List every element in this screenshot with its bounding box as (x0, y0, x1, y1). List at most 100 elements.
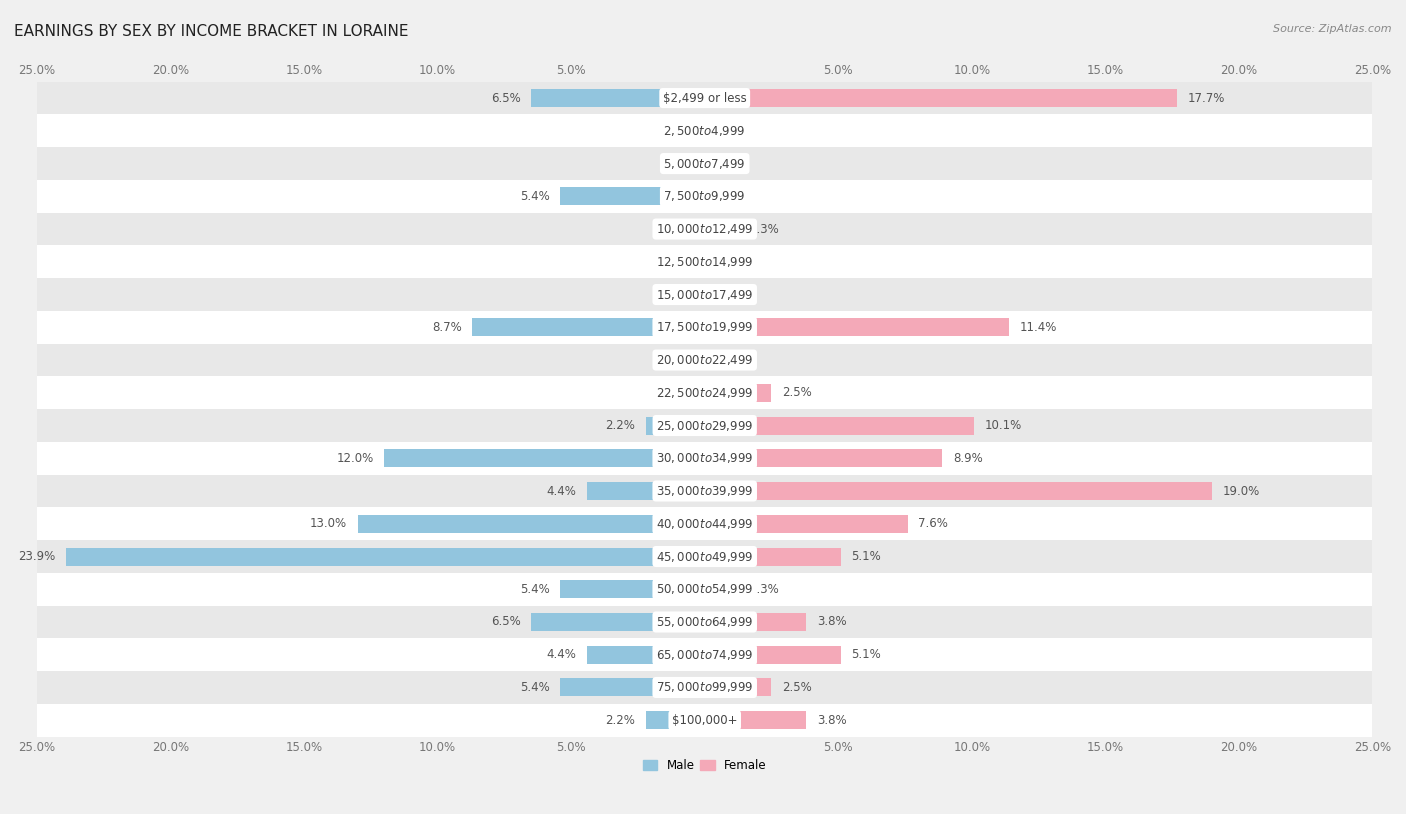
Legend: Male, Female: Male, Female (638, 754, 772, 777)
Text: 3.8%: 3.8% (817, 714, 846, 727)
Bar (531, 613, 704, 631)
Bar (588, 646, 704, 663)
Text: $35,000 to $39,999: $35,000 to $39,999 (657, 484, 754, 498)
Bar (645, 417, 704, 435)
Text: 0.0%: 0.0% (665, 125, 695, 138)
Bar (384, 449, 704, 467)
Text: 0.0%: 0.0% (716, 288, 745, 301)
Bar (704, 417, 974, 435)
Text: 0.0%: 0.0% (665, 288, 695, 301)
Text: $30,000 to $34,999: $30,000 to $34,999 (657, 451, 754, 466)
Text: 11.4%: 11.4% (1019, 321, 1057, 334)
Text: Source: ZipAtlas.com: Source: ZipAtlas.com (1274, 24, 1392, 34)
Text: 5.1%: 5.1% (852, 648, 882, 661)
Text: $20,000 to $22,499: $20,000 to $22,499 (657, 353, 754, 367)
Bar (37, 115, 1372, 147)
Bar (37, 278, 1372, 311)
Text: 5.4%: 5.4% (520, 583, 550, 596)
Bar (37, 147, 1372, 180)
Text: 13.0%: 13.0% (309, 517, 347, 530)
Text: 0.0%: 0.0% (716, 125, 745, 138)
Bar (357, 514, 704, 533)
Bar (704, 548, 841, 566)
Text: $50,000 to $54,999: $50,000 to $54,999 (657, 582, 754, 596)
Bar (37, 344, 1372, 376)
Bar (531, 89, 704, 107)
Bar (704, 318, 1010, 336)
Text: $25,000 to $29,999: $25,000 to $29,999 (657, 418, 754, 432)
Text: 2.2%: 2.2% (606, 419, 636, 432)
Bar (561, 580, 704, 598)
Text: 19.0%: 19.0% (1223, 484, 1260, 497)
Text: $40,000 to $44,999: $40,000 to $44,999 (657, 517, 754, 531)
Text: 2.5%: 2.5% (782, 387, 811, 400)
Text: 8.7%: 8.7% (432, 321, 461, 334)
Text: $55,000 to $64,999: $55,000 to $64,999 (657, 615, 754, 629)
Text: 6.5%: 6.5% (491, 91, 520, 104)
Text: 5.4%: 5.4% (520, 190, 550, 203)
Text: $22,500 to $24,999: $22,500 to $24,999 (657, 386, 754, 400)
Text: 17.7%: 17.7% (1188, 91, 1226, 104)
Text: $2,500 to $4,999: $2,500 to $4,999 (664, 124, 747, 138)
Bar (37, 638, 1372, 671)
Text: 0.0%: 0.0% (716, 353, 745, 366)
Text: 1.3%: 1.3% (751, 583, 780, 596)
Text: 3.8%: 3.8% (817, 615, 846, 628)
Bar (37, 212, 1372, 246)
Text: 0.0%: 0.0% (665, 387, 695, 400)
Bar (704, 514, 908, 533)
Text: 10.1%: 10.1% (986, 419, 1022, 432)
Text: 23.9%: 23.9% (18, 550, 56, 563)
Bar (704, 613, 806, 631)
Bar (472, 318, 704, 336)
Text: 5.4%: 5.4% (520, 681, 550, 694)
Bar (704, 711, 806, 729)
Text: 0.0%: 0.0% (716, 157, 745, 170)
Bar (37, 246, 1372, 278)
Text: 0.0%: 0.0% (716, 190, 745, 203)
Text: EARNINGS BY SEX BY INCOME BRACKET IN LORAINE: EARNINGS BY SEX BY INCOME BRACKET IN LOR… (14, 24, 409, 39)
Bar (704, 220, 740, 238)
Text: $65,000 to $74,999: $65,000 to $74,999 (657, 648, 754, 662)
Bar (704, 383, 772, 402)
Text: 12.0%: 12.0% (336, 452, 374, 465)
Text: 1.3%: 1.3% (751, 222, 780, 235)
Text: 2.2%: 2.2% (606, 714, 636, 727)
Text: 0.0%: 0.0% (716, 256, 745, 269)
Bar (37, 376, 1372, 409)
Bar (704, 89, 1177, 107)
Text: $2,499 or less: $2,499 or less (662, 91, 747, 104)
Bar (37, 442, 1372, 475)
Bar (645, 711, 704, 729)
Text: 0.0%: 0.0% (665, 222, 695, 235)
Bar (66, 548, 704, 566)
Bar (561, 187, 704, 205)
Bar (37, 606, 1372, 638)
Bar (704, 580, 740, 598)
Bar (37, 671, 1372, 704)
Text: $7,500 to $9,999: $7,500 to $9,999 (664, 190, 747, 204)
Text: $45,000 to $49,999: $45,000 to $49,999 (657, 549, 754, 563)
Text: $5,000 to $7,499: $5,000 to $7,499 (664, 156, 747, 171)
Bar (37, 475, 1372, 507)
Bar (561, 679, 704, 697)
Bar (37, 409, 1372, 442)
Bar (704, 646, 841, 663)
Text: $17,500 to $19,999: $17,500 to $19,999 (657, 320, 754, 335)
Text: 8.9%: 8.9% (953, 452, 983, 465)
Bar (37, 507, 1372, 540)
Text: $100,000+: $100,000+ (672, 714, 738, 727)
Bar (37, 540, 1372, 573)
Text: 0.0%: 0.0% (665, 256, 695, 269)
Text: 5.1%: 5.1% (852, 550, 882, 563)
Text: 7.6%: 7.6% (918, 517, 948, 530)
Text: 2.5%: 2.5% (782, 681, 811, 694)
Text: 6.5%: 6.5% (491, 615, 520, 628)
Text: 4.4%: 4.4% (547, 648, 576, 661)
Text: 0.0%: 0.0% (665, 353, 695, 366)
Text: $75,000 to $99,999: $75,000 to $99,999 (657, 681, 754, 694)
Bar (37, 311, 1372, 344)
Bar (704, 679, 772, 697)
Text: 4.4%: 4.4% (547, 484, 576, 497)
Text: $15,000 to $17,499: $15,000 to $17,499 (657, 287, 754, 301)
